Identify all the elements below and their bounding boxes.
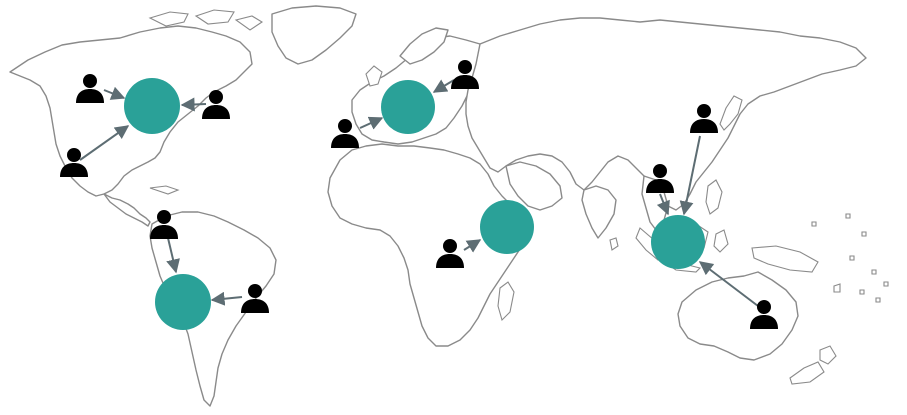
arrow-eu-ne — [432, 79, 455, 93]
arabia-landmass — [505, 161, 563, 211]
central-america-landmass — [103, 193, 151, 227]
japan-island — [719, 95, 743, 131]
caribbean-island — [149, 185, 180, 195]
arrow-as-w — [656, 193, 670, 216]
user-icon-af[interactable] — [436, 239, 464, 268]
arrow-af-w — [463, 239, 482, 253]
user-icon-na-ne[interactable] — [202, 90, 230, 119]
srilanka-island — [609, 237, 619, 251]
user-icon-na-sw[interactable] — [60, 148, 88, 177]
hub-north-america[interactable] — [124, 78, 180, 134]
arrow-na-ne — [180, 97, 207, 112]
users — [60, 60, 778, 329]
arrow-as-n — [679, 135, 701, 216]
arctic-island-1 — [148, 11, 189, 27]
arctic-island-2 — [194, 9, 235, 25]
arrow-oc — [698, 261, 759, 307]
new-zealand-south-island — [789, 361, 825, 385]
arrow-sa-n — [166, 237, 180, 274]
pacific-island-9 — [811, 221, 817, 227]
pacific-island-7 — [875, 297, 881, 303]
pacific-island-6 — [859, 289, 865, 295]
india-landmass — [581, 185, 617, 239]
arrow-eu-w — [359, 116, 384, 130]
arrow-na-sw — [79, 125, 130, 161]
user-icon-sa-n[interactable] — [150, 210, 178, 239]
madagascar-island — [497, 281, 515, 322]
user-icon-eu-w[interactable] — [331, 119, 359, 148]
pacific-island-2 — [861, 231, 867, 237]
user-icon-eu-ne[interactable] — [451, 60, 479, 89]
hub-africa[interactable] — [480, 200, 534, 254]
links — [79, 79, 759, 307]
arrow-sa-e — [210, 291, 243, 306]
user-icon-as-n[interactable] — [690, 104, 718, 133]
asia-landmass — [465, 17, 867, 211]
pacific-island-4 — [871, 269, 877, 275]
user-icon-oc[interactable] — [750, 300, 778, 329]
hub-south-america[interactable] — [155, 274, 211, 330]
new-zealand-north-island — [819, 345, 837, 365]
arctic-island-3 — [234, 15, 264, 31]
hub-europe[interactable] — [381, 80, 435, 134]
user-icon-sa-e[interactable] — [241, 284, 269, 313]
land-masses — [9, 5, 889, 407]
scandinavia-landmass — [399, 27, 449, 65]
user-icon-na-nw[interactable] — [76, 74, 104, 103]
uk-island — [365, 65, 383, 87]
arrow-na-nw — [103, 86, 126, 100]
australia-landmass — [677, 271, 799, 361]
pacific-island-3 — [849, 255, 855, 261]
pacific-island-8 — [833, 283, 841, 293]
user-icon-as-w[interactable] — [646, 164, 674, 193]
hubs — [124, 78, 705, 330]
philippines-island — [705, 179, 723, 215]
pacific-island-1 — [845, 213, 851, 219]
sulawesi-island — [713, 229, 729, 253]
hub-asia[interactable] — [651, 215, 705, 269]
new-guinea-island — [751, 245, 819, 273]
africa-landmass — [327, 143, 531, 347]
greenland-landmass — [271, 5, 357, 65]
pacific-island-5 — [883, 281, 889, 287]
